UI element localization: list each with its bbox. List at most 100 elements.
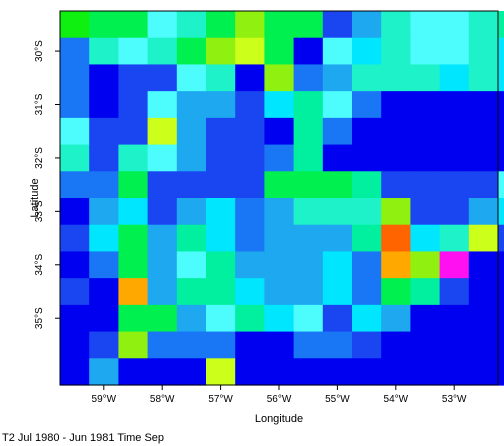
y-tick-label: 30°S bbox=[34, 40, 45, 62]
heatmap-cell bbox=[176, 144, 207, 172]
heatmap-cell bbox=[235, 304, 265, 333]
y-tick-label: 35°S bbox=[34, 307, 45, 329]
heatmap-cell bbox=[206, 11, 236, 39]
heatmap-cell bbox=[381, 64, 411, 92]
heatmap-cell bbox=[89, 37, 119, 66]
heatmap-cell bbox=[322, 304, 353, 333]
heatmap-cell bbox=[410, 37, 441, 66]
heatmap-cell bbox=[468, 64, 499, 92]
x-tick-label: 58°W bbox=[150, 394, 175, 405]
heatmap-cell bbox=[264, 91, 295, 119]
heatmap-cell bbox=[147, 198, 178, 226]
heatmap-cell bbox=[176, 11, 207, 39]
heatmap-cell bbox=[264, 117, 295, 146]
heatmap-cell bbox=[439, 331, 470, 359]
heatmap-cell bbox=[381, 198, 411, 226]
heatmap-cell bbox=[439, 358, 470, 386]
heatmap-cell bbox=[498, 198, 504, 226]
heatmap-cell bbox=[147, 358, 178, 386]
heatmap-cell bbox=[147, 224, 178, 253]
heatmap-cell bbox=[468, 37, 499, 66]
y-axis-label: Latitude bbox=[29, 178, 41, 217]
heatmap-cell bbox=[439, 224, 470, 253]
heatmap-cell bbox=[118, 358, 149, 386]
heatmap-cell bbox=[293, 304, 324, 333]
heatmap-cell bbox=[147, 11, 178, 39]
heatmap-cell bbox=[410, 91, 441, 119]
heatmap-cell bbox=[468, 304, 499, 333]
heatmap-cell bbox=[206, 37, 236, 66]
heatmap-cell bbox=[381, 37, 411, 66]
heatmap-cell bbox=[293, 224, 324, 253]
heatmap-cell bbox=[352, 331, 382, 359]
heatmap-cell bbox=[381, 91, 411, 119]
chart-title: T2 Jul 1980 - Jun 1981 Time Sep bbox=[2, 432, 165, 444]
heatmap-cell bbox=[293, 198, 324, 226]
heatmap-cell bbox=[60, 37, 90, 66]
heatmap-cell bbox=[60, 278, 90, 306]
heatmap-cell bbox=[293, 64, 324, 92]
heatmap-cell bbox=[352, 64, 382, 92]
heatmap-cell bbox=[147, 91, 178, 119]
heatmap-cell bbox=[381, 117, 411, 146]
heatmap-cell bbox=[439, 251, 470, 279]
heatmap-cell bbox=[410, 304, 441, 333]
heatmap-cell bbox=[498, 144, 504, 172]
heatmap-cell bbox=[264, 358, 295, 386]
heatmap-cell bbox=[322, 224, 353, 253]
heatmap-cell bbox=[235, 331, 265, 359]
heatmap-cell bbox=[89, 251, 119, 279]
heatmap-cell bbox=[118, 171, 149, 199]
heatmap-cell bbox=[439, 91, 470, 119]
heatmap-cell bbox=[322, 91, 353, 119]
heatmap-cell bbox=[60, 64, 90, 92]
heatmap-cell bbox=[439, 198, 470, 226]
heatmap-cell bbox=[264, 224, 295, 253]
heatmap-cell bbox=[147, 304, 178, 333]
heatmap-cell bbox=[89, 331, 119, 359]
heatmap-cell bbox=[235, 278, 265, 306]
x-tick-label: 57°W bbox=[208, 394, 233, 405]
heatmap-cell bbox=[264, 37, 295, 66]
heatmap-cell bbox=[118, 331, 149, 359]
heatmap-cell bbox=[322, 198, 353, 226]
heatmap-cell bbox=[468, 11, 499, 39]
heatmap-cell bbox=[235, 171, 265, 199]
heatmap-cell bbox=[60, 304, 90, 333]
heatmap-cell bbox=[235, 358, 265, 386]
heatmap-cell bbox=[147, 331, 178, 359]
y-axis: 30°S 31°S 32°S 33°S 34°S 35°S bbox=[34, 40, 60, 329]
x-axis: 59°W 58°W 57°W 56°W 55°W 54°W 53°W bbox=[92, 385, 467, 405]
heatmap-cell bbox=[89, 358, 119, 386]
heatmap-cell bbox=[352, 91, 382, 119]
heatmap-cell bbox=[235, 198, 265, 226]
heatmap-cell bbox=[118, 11, 149, 39]
heatmap-cell bbox=[60, 117, 90, 146]
heatmap-cell bbox=[439, 304, 470, 333]
heatmap-cell bbox=[235, 11, 265, 39]
heatmap-cell bbox=[322, 144, 353, 172]
heatmap-cell bbox=[206, 117, 236, 146]
heatmap-cell bbox=[89, 64, 119, 92]
heatmap-cell bbox=[410, 117, 441, 146]
heatmap-cell bbox=[235, 64, 265, 92]
heatmap-cell bbox=[410, 144, 441, 172]
heatmap-cell bbox=[293, 144, 324, 172]
heatmap-cell bbox=[89, 198, 119, 226]
heatmap-cell bbox=[293, 278, 324, 306]
y-tick-label: 31°S bbox=[34, 93, 45, 115]
heatmap-cell bbox=[118, 91, 149, 119]
heatmap-cell bbox=[381, 144, 411, 172]
heatmap-cell bbox=[264, 171, 295, 199]
heatmap-cell bbox=[60, 11, 90, 39]
heatmap-cell bbox=[410, 224, 441, 253]
heatmap-cell bbox=[60, 198, 90, 226]
heatmap-cell bbox=[118, 37, 149, 66]
heatmap-cell bbox=[468, 358, 499, 386]
heatmap-cell bbox=[264, 11, 295, 39]
heatmap-cell bbox=[176, 304, 207, 333]
heatmap-cell bbox=[322, 251, 353, 279]
heatmap-cell bbox=[410, 64, 441, 92]
heatmap-cell bbox=[498, 171, 504, 199]
heatmap-cell bbox=[60, 171, 90, 199]
